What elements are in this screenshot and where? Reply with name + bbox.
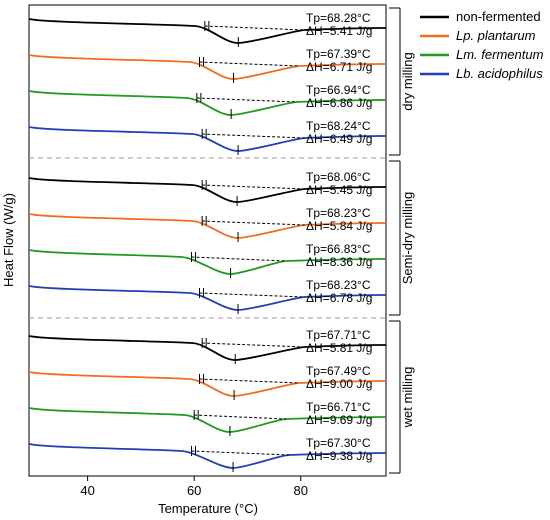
peak-temperature-label: Tp=68.24°C: [306, 119, 371, 133]
integration-baseline: [204, 25, 305, 31]
dsc-curve-line: [28, 443, 387, 469]
enthalpy-label: ΔH=9.00 J/g: [306, 377, 372, 391]
enthalpy-label: ΔH=6.78 J/g: [306, 291, 372, 305]
integration-baseline: [199, 61, 300, 67]
panel-label: Semi-dry milling: [400, 192, 415, 284]
enthalpy-label: ΔH=5.81 J/g: [306, 341, 372, 355]
peak-temperature-label: Tp=67.30°C: [306, 436, 371, 450]
panel-label: wet milling: [400, 367, 415, 429]
enthalpy-label: ΔH=8.36 J/g: [306, 255, 372, 269]
integration-baseline: [196, 97, 297, 103]
integration-baseline: [202, 133, 305, 139]
enthalpy-label: ΔH=9.38 J/g: [306, 449, 372, 463]
dsc-curve-line: [28, 249, 387, 275]
peak-temperature-label: Tp=68.06°C: [306, 170, 371, 184]
integration-baseline: [191, 450, 289, 456]
peak-temperature-label: Tp=66.94°C: [306, 83, 371, 97]
x-tick-label: 80: [294, 483, 308, 498]
enthalpy-label: ΔH=5.45 J/g: [306, 183, 372, 197]
enthalpy-label: ΔH=6.49 J/g: [306, 132, 372, 146]
x-tick-label: 40: [80, 483, 94, 498]
enthalpy-label: ΔH=6.86 J/g: [306, 96, 372, 110]
x-tick-label: 60: [187, 483, 201, 498]
legend-label: Lm. fermentum: [456, 47, 544, 62]
integration-baseline: [191, 256, 287, 262]
peak-temperature-label: Tp=68.23°C: [306, 206, 371, 220]
peak-temperature-label: Tp=67.39°C: [306, 47, 371, 61]
integration-baseline: [202, 342, 305, 348]
plot-frame: [28, 4, 387, 477]
dsc-curve-line: [28, 407, 387, 433]
peak-temperature-label: Tp=68.23°C: [306, 278, 371, 292]
peak-temperature-label: Tp=66.71°C: [306, 400, 371, 414]
legend-label: Lp. plantarum: [456, 28, 536, 43]
integration-baseline: [194, 414, 287, 420]
legend-label: non-fermented: [456, 9, 541, 24]
integration-baseline: [199, 292, 305, 298]
integration-baseline: [199, 378, 300, 384]
integration-baseline: [202, 220, 305, 226]
enthalpy-label: ΔH=6.71 J/g: [306, 60, 372, 74]
peak-temperature-label: Tp=67.49°C: [306, 364, 371, 378]
enthalpy-label: ΔH=5.84 J/g: [306, 219, 372, 233]
enthalpy-label: ΔH=9.69 J/g: [306, 413, 372, 427]
peak-temperature-label: Tp=68.28°C: [306, 11, 371, 25]
x-axis-label: Temperature (°C): [158, 501, 258, 516]
peak-temperature-label: Tp=67.71°C: [306, 328, 371, 342]
legend-label: Lb. acidophilus: [456, 66, 543, 81]
panel-label: dry milling: [400, 52, 415, 111]
peak-temperature-label: Tp=66.83°C: [306, 242, 371, 256]
y-axis-label: Heat Flow (W/g): [1, 193, 16, 287]
enthalpy-label: ΔH=5.41 J/g: [306, 24, 372, 38]
integration-baseline: [202, 184, 305, 190]
